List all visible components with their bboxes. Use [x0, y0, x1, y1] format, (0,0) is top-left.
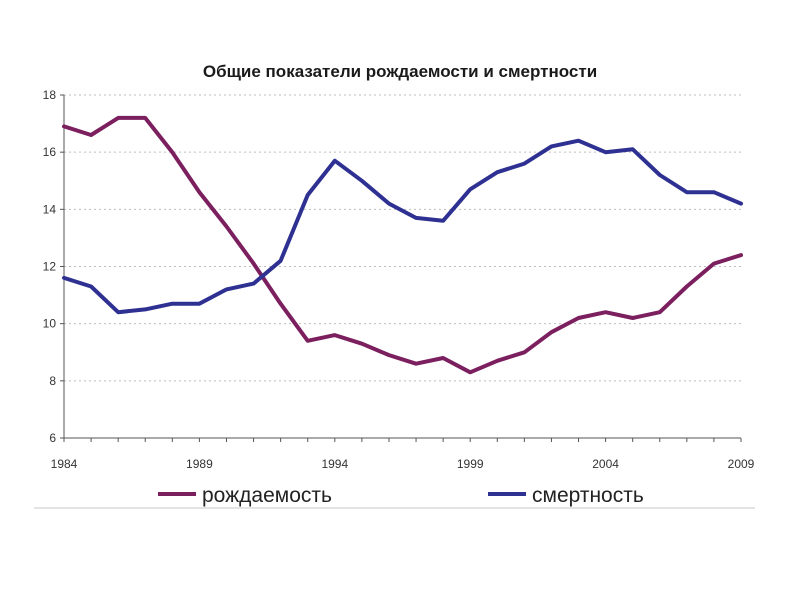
series-lines: [62, 115, 743, 375]
y-tick-label: 6: [49, 431, 56, 445]
y-tick-label: 8: [49, 374, 56, 388]
gridlines: [64, 94, 741, 382]
x-tick-label: 2009: [728, 457, 755, 471]
y-tick-label: 14: [43, 202, 57, 216]
x-tick-label: 1984: [51, 457, 78, 471]
x-tick-label: 2004: [592, 457, 619, 471]
y-tick-label: 18: [43, 88, 57, 102]
series-line-birth-rate: [62, 115, 743, 375]
y-tick-label: 16: [43, 145, 57, 159]
x-tick-label: 1999: [457, 457, 484, 471]
series-line-death-rate: [62, 138, 743, 315]
axes: 6 8 10 12 14 16 18 1984 1989 1994 1999 2004 2009: [43, 88, 755, 471]
legend-label: рождаемость: [202, 484, 332, 507]
legend: рождаемость смертность: [34, 484, 755, 509]
chart-title: Общие показатели рождаемости и смертност…: [202, 62, 598, 81]
y-tick-label: 10: [43, 317, 57, 331]
y-tick-label: 12: [43, 260, 57, 274]
x-tick-label: 1994: [321, 457, 348, 471]
legend-label: смертность: [532, 484, 644, 507]
x-tick-label: 1989: [186, 457, 213, 471]
